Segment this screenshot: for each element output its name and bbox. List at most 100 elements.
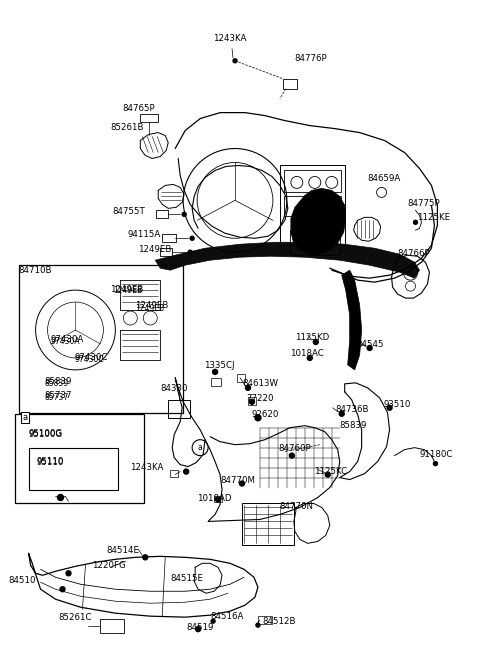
- Text: 85839: 85839: [45, 377, 72, 386]
- Polygon shape: [155, 242, 420, 278]
- Circle shape: [289, 453, 294, 458]
- Bar: [15, 414, 144, 504]
- Circle shape: [313, 339, 318, 344]
- Circle shape: [58, 495, 63, 501]
- Text: 84770N: 84770N: [279, 502, 313, 511]
- Text: 1125KC: 1125KC: [314, 467, 347, 476]
- Text: 1243KA: 1243KA: [130, 463, 164, 472]
- Text: 95110: 95110: [36, 458, 64, 467]
- Bar: [140, 113, 158, 121]
- Bar: [170, 470, 178, 476]
- Circle shape: [233, 59, 237, 63]
- Text: 97430A: 97430A: [50, 337, 80, 346]
- Text: 84519: 84519: [186, 623, 214, 632]
- Bar: [156, 211, 168, 218]
- Circle shape: [387, 405, 392, 410]
- Circle shape: [245, 385, 251, 390]
- Text: 85261B: 85261B: [110, 123, 144, 132]
- Text: 84755T: 84755T: [112, 207, 145, 216]
- Text: 97430C: 97430C: [74, 354, 108, 362]
- Circle shape: [60, 586, 65, 592]
- Text: 1249EB: 1249EB: [113, 285, 143, 295]
- Text: 1018AC: 1018AC: [290, 350, 324, 358]
- Bar: [211, 378, 221, 386]
- Circle shape: [256, 623, 260, 627]
- Text: 84765P: 84765P: [122, 104, 155, 113]
- Text: 1249EB: 1249EB: [110, 285, 144, 294]
- Text: 84775P: 84775P: [408, 199, 440, 208]
- Text: 91180C: 91180C: [420, 450, 453, 459]
- Bar: [284, 171, 341, 192]
- Text: 95110: 95110: [36, 457, 64, 466]
- Text: 1125KD: 1125KD: [295, 333, 329, 342]
- Text: 84613W: 84613W: [242, 379, 278, 388]
- Circle shape: [188, 250, 192, 255]
- Text: 85261C: 85261C: [59, 613, 92, 622]
- Text: 94115A: 94115A: [127, 230, 161, 239]
- Text: 85839: 85839: [340, 421, 367, 430]
- Text: 1018AD: 1018AD: [197, 494, 232, 503]
- Bar: [214, 495, 222, 502]
- Bar: [237, 374, 245, 382]
- Text: a: a: [23, 413, 28, 422]
- Bar: [258, 616, 272, 624]
- Bar: [19, 265, 183, 413]
- Bar: [162, 234, 176, 242]
- Bar: [100, 619, 124, 633]
- Circle shape: [413, 220, 418, 224]
- Circle shape: [213, 369, 217, 375]
- Text: 84514E: 84514E: [107, 546, 139, 555]
- Bar: [283, 79, 297, 89]
- Circle shape: [240, 481, 244, 486]
- Text: 1125KE: 1125KE: [418, 213, 451, 222]
- Text: 84736B: 84736B: [336, 405, 369, 414]
- Text: 1335CJ: 1335CJ: [204, 361, 235, 371]
- Text: 97430A: 97430A: [50, 335, 84, 344]
- Bar: [280, 165, 345, 245]
- Circle shape: [211, 619, 215, 623]
- Text: 84516A: 84516A: [210, 611, 243, 621]
- Text: 84776P: 84776P: [295, 54, 327, 63]
- Circle shape: [255, 415, 261, 420]
- Text: 92620: 92620: [252, 410, 279, 419]
- Text: 84710B: 84710B: [19, 266, 52, 275]
- Text: 85737: 85737: [45, 391, 72, 400]
- Bar: [284, 196, 341, 216]
- Circle shape: [433, 462, 437, 466]
- Text: 1249EB: 1249EB: [135, 304, 165, 312]
- Circle shape: [250, 400, 254, 404]
- Bar: [29, 447, 119, 489]
- Polygon shape: [291, 188, 346, 255]
- Bar: [242, 504, 294, 545]
- Text: a: a: [23, 413, 28, 422]
- Text: 84510: 84510: [9, 576, 36, 584]
- Text: 1220FG: 1220FG: [93, 561, 126, 570]
- Circle shape: [367, 346, 372, 350]
- Text: 84760P: 84760P: [278, 444, 311, 453]
- Circle shape: [216, 497, 220, 502]
- Circle shape: [182, 213, 186, 216]
- Text: 84766P: 84766P: [397, 249, 430, 258]
- Bar: [168, 400, 190, 418]
- Text: 84545: 84545: [357, 340, 384, 350]
- Circle shape: [66, 571, 71, 576]
- Circle shape: [325, 472, 330, 477]
- Circle shape: [143, 555, 148, 560]
- Text: 85839: 85839: [45, 379, 69, 388]
- Text: 1249EB: 1249EB: [138, 245, 172, 254]
- Bar: [248, 397, 256, 405]
- Text: 95100G: 95100G: [29, 429, 63, 438]
- Circle shape: [184, 469, 189, 474]
- Text: 84515E: 84515E: [170, 574, 203, 583]
- Circle shape: [196, 626, 201, 632]
- Text: 85737: 85737: [45, 394, 69, 402]
- Text: 84659A: 84659A: [368, 174, 401, 183]
- Text: 84512B: 84512B: [262, 617, 295, 626]
- Text: 84770M: 84770M: [220, 476, 255, 485]
- Bar: [160, 248, 172, 256]
- Text: 97430C: 97430C: [74, 356, 104, 364]
- Text: a: a: [198, 443, 203, 452]
- Text: 95100G: 95100G: [29, 430, 63, 439]
- Circle shape: [339, 411, 344, 417]
- Text: 77220: 77220: [246, 394, 274, 403]
